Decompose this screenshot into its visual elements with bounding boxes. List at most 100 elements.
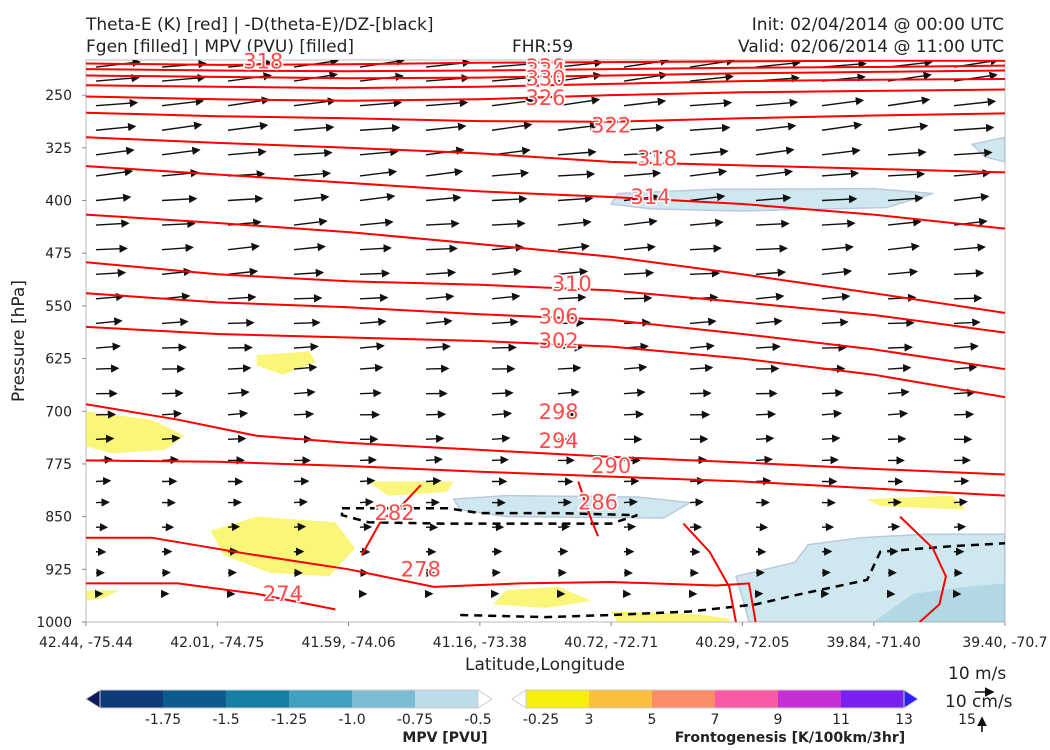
wind-vector — [161, 243, 194, 253]
wind-vector — [491, 267, 523, 277]
wind-vector — [821, 343, 847, 352]
wind-vector — [161, 194, 198, 204]
theta-e-line — [86, 459, 1005, 497]
theta-e-line — [86, 325, 1005, 399]
wind-vector — [425, 434, 445, 443]
wind-vector — [689, 98, 733, 108]
wind-vector — [623, 388, 646, 397]
wind-vector — [755, 364, 780, 373]
wind-vector — [557, 267, 589, 277]
theta-e-line — [86, 165, 1005, 230]
colorbar-tick-label: -0.75 — [397, 712, 433, 728]
x-axis-label: Latitude,Longitude — [465, 655, 625, 675]
theta-e-line — [360, 484, 422, 556]
wind-vector — [557, 218, 592, 227]
theta-e-label: 294 — [539, 429, 579, 453]
wind-vector — [557, 343, 583, 352]
y-tick-label: 250 — [45, 88, 72, 104]
wind-vector — [1020, 103, 1050, 106]
wind-vector — [425, 193, 462, 203]
colorbar-swatch — [778, 690, 842, 708]
wind-vector — [821, 409, 843, 419]
wind-vector — [953, 294, 983, 303]
x-tick-label: 40.29, -72.05 — [695, 635, 789, 651]
wind-vector — [293, 318, 321, 327]
frontogenesis-region — [493, 586, 592, 608]
wind-vector — [755, 219, 790, 229]
wind-vector — [161, 317, 189, 327]
wind-vector — [755, 98, 799, 108]
y-tick-label: 1000 — [36, 615, 72, 631]
y-tick-label: 850 — [45, 510, 72, 526]
wind-vector — [557, 170, 596, 179]
colorbar-frame — [99, 689, 479, 709]
wind-vector — [161, 146, 201, 156]
colorbar-swatch — [163, 690, 227, 708]
wind-vector — [161, 434, 181, 443]
wind-vector — [425, 268, 457, 278]
wind-vector — [161, 97, 205, 107]
wind-vector — [557, 194, 594, 203]
colorbar-swatch — [289, 690, 353, 708]
theta-e-label: 282 — [374, 501, 414, 525]
wind-vector — [689, 498, 704, 507]
colorbar-tick-label: 5 — [648, 712, 657, 728]
wind-vector — [1020, 171, 1050, 176]
wind-vector — [425, 364, 450, 373]
wind-vector — [491, 434, 511, 443]
wind-vector — [491, 409, 513, 419]
colorbar-tick-label: -0.5 — [464, 712, 491, 728]
wind-vector — [227, 293, 257, 302]
wind-vector — [359, 498, 374, 507]
theta-e-line — [86, 111, 1005, 123]
wind-vector — [227, 194, 264, 204]
wind-vector — [95, 219, 130, 228]
wind-vector — [227, 409, 249, 418]
wind-vector — [821, 243, 854, 252]
theta-e-label: 290 — [591, 454, 631, 478]
x-tick-label: 42.44, -75.44 — [39, 635, 133, 651]
wind-vector — [227, 434, 247, 444]
wind-vector — [953, 193, 990, 202]
theta-e-line — [86, 536, 757, 622]
wind-vector — [755, 455, 773, 464]
frontogenesis-region — [867, 495, 966, 510]
wind-vector — [1020, 61, 1050, 67]
wind-vector — [821, 388, 844, 398]
wind-vector — [623, 243, 656, 252]
frontogenesis-region — [210, 516, 356, 577]
wind-vector — [755, 146, 795, 156]
wind-vector — [557, 122, 599, 131]
wind-vector — [887, 522, 901, 532]
wind-vector — [161, 343, 187, 352]
wind-vector — [227, 121, 269, 131]
wind-vector — [293, 169, 332, 178]
y-tick-label: 775 — [45, 457, 72, 473]
y-tick-label: 550 — [45, 299, 72, 315]
wind-vector — [821, 434, 841, 443]
wind-vector — [227, 148, 267, 157]
wind-vector — [359, 476, 376, 486]
stability-line — [460, 542, 1005, 619]
wind-vector — [557, 434, 577, 444]
colorbar-tick-label: 15 — [958, 712, 976, 728]
theta-e-line — [86, 213, 1005, 314]
wind-vector — [227, 72, 272, 82]
wind-vector — [425, 292, 455, 302]
theta-e-line — [577, 481, 599, 537]
theta-e-line — [86, 88, 1005, 102]
wind-vector — [887, 96, 931, 107]
wind-vector — [689, 72, 734, 82]
wind-vector — [359, 168, 398, 177]
wind-vector — [623, 97, 667, 107]
wind-vector — [95, 167, 134, 177]
wind-vector — [953, 388, 976, 397]
theta-e-line — [86, 69, 1005, 80]
theta-e-label: 322 — [591, 113, 631, 137]
theta-e-line — [86, 64, 1005, 73]
wind-vector — [1020, 196, 1050, 200]
y-axis-label: Pressure [hPa] — [9, 280, 29, 402]
wind-vector — [755, 168, 794, 177]
wind-vector — [821, 292, 851, 302]
wind-vector — [821, 318, 849, 327]
